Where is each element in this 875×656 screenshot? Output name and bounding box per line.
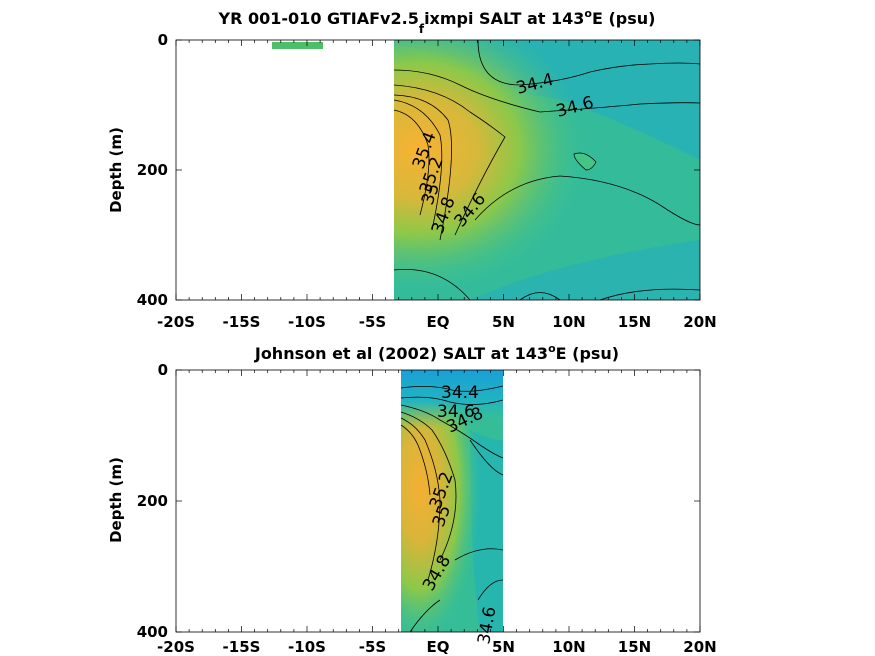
contour-line [400, 417, 441, 581]
x-tick-label: 5N [492, 638, 515, 656]
contour-line [474, 175, 701, 226]
x-tick-label: -15S [223, 313, 261, 331]
panel-2-ylabel: Depth (m) [107, 457, 125, 543]
x-tick-label: -5S [359, 313, 386, 331]
contour-label: 34.4 [441, 383, 479, 403]
contour-line [400, 404, 504, 459]
x-tick-label: EQ [427, 638, 450, 656]
x-tick-label: 10N [552, 313, 585, 331]
x-tick-label: 5N [492, 313, 515, 331]
panel-1-axes: -20S -15S -10S -5S EQ 5N 10N 15N 20N 0 200 400 [137, 31, 717, 331]
x-tick-label: 15N [618, 638, 651, 656]
panel-1-ylabel: Depth (m) [107, 127, 125, 213]
contour-line [393, 109, 430, 216]
panel-1-title: YR 001-010 GTIAFv2.5fixmpi SALT at 143oE… [218, 7, 656, 36]
panel-1: YR 001-010 GTIAFv2.5fixmpi SALT at 143oE… [107, 7, 717, 331]
y-tick-label: 400 [137, 623, 168, 641]
x-tick-label: -10S [288, 313, 326, 331]
y-tick-label: 0 [158, 361, 168, 379]
panel-1-contour-labels: 34.4 34.6 35.4 35.2 35 34.8 34.6 [409, 70, 596, 237]
x-tick-label: -5S [359, 638, 386, 656]
y-tick-label: 400 [137, 291, 168, 309]
contour-line [519, 292, 561, 301]
contour-line [469, 439, 504, 476]
panel-2-axes: -20S -15S -10S -5S EQ 5N 10N 15N 20N 0 200 400 [137, 361, 717, 656]
contour-label: 34.6 [437, 402, 475, 422]
panel-1-warm-core [394, 40, 700, 300]
contour-line [393, 94, 452, 241]
contour-line [477, 579, 504, 601]
panel-2-field [401, 370, 503, 632]
contour-line [477, 39, 701, 86]
contour-line [409, 599, 441, 633]
x-tick-label: EQ [427, 313, 450, 331]
panel-1-surface-patch [272, 42, 323, 49]
y-tick-label: 200 [137, 161, 168, 179]
panel-2-contours [400, 385, 504, 633]
contour-line [393, 269, 471, 301]
x-tick-label: -20S [157, 638, 195, 656]
y-tick-label: 200 [137, 492, 168, 510]
contour-line [393, 84, 506, 236]
x-tick-label: 20N [683, 313, 716, 331]
x-tick-label: -15S [223, 638, 261, 656]
contour-line [400, 396, 504, 405]
x-tick-label: 20N [683, 638, 716, 656]
contour-line [400, 385, 504, 392]
x-tick-label: -10S [288, 638, 326, 656]
contour-line [393, 69, 701, 113]
contour-line [400, 411, 457, 561]
panel-1-contours [393, 39, 701, 301]
panel-2-blue-top [401, 370, 503, 632]
contour-line [454, 548, 504, 561]
panel-2: Johnson et al (2002) SALT at 143oE (psu)… [107, 342, 717, 656]
contour-line [393, 99, 443, 231]
panel-1-eddy [573, 152, 597, 171]
y-tick-label: 0 [158, 31, 168, 49]
x-tick-label: -20S [157, 313, 195, 331]
panel-1-field [272, 40, 700, 300]
x-tick-label: 15N [618, 313, 651, 331]
x-tick-label: 10N [552, 638, 585, 656]
contour-line [400, 424, 431, 496]
contour-line [599, 288, 701, 301]
panel-2-title: Johnson et al (2002) SALT at 143oE (psu) [254, 342, 619, 363]
